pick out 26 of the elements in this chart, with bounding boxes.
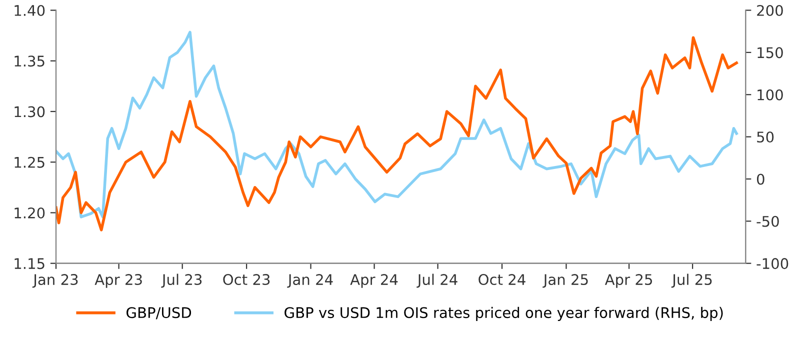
y2-tick-label: 200 (757, 4, 783, 16)
y-tick-label: 1.35 (14, 56, 44, 67)
y2-tick-label: 150 (758, 47, 783, 58)
x-tick-label: Jul 23 (161, 274, 202, 288)
legend-label: GBP vs USD 1m OIS rates priced one year forward (RHS, bp) (284, 306, 723, 321)
y2-tick-label: 50 (757, 132, 774, 143)
y-tick-label: 1.15 (14, 258, 44, 270)
x-tick-label: Jan 24 (287, 274, 333, 288)
x-tick-label: Apr 23 (94, 274, 142, 288)
y-tick-label: 1.40 (14, 4, 45, 16)
y-tick-label: 1.25 (14, 156, 44, 168)
y-tick-label: 1.30 (14, 106, 45, 118)
x-tick-label: Apr 25 (604, 274, 652, 288)
x-tick-label: Jan 25 (542, 274, 588, 288)
x-tick-label: Apr 24 (350, 274, 398, 288)
x-tick-label: Jul 24 (416, 274, 458, 288)
y2-tick-label: 100 (758, 89, 783, 100)
x-tick-label: Jan 23 (32, 274, 78, 288)
y2-tick-label: -50 (756, 216, 779, 227)
y2-tick-label: 0 (756, 174, 764, 185)
y-tick-label: 1.20 (14, 207, 45, 218)
x-tick-label: Oct 24 (478, 274, 526, 286)
x-tick-label: Oct 23 (223, 274, 270, 286)
legend-label: GBP/USD (126, 307, 192, 320)
y2-tick-label: -100 (756, 258, 788, 270)
x-tick-label: Jul 25 (671, 274, 712, 288)
